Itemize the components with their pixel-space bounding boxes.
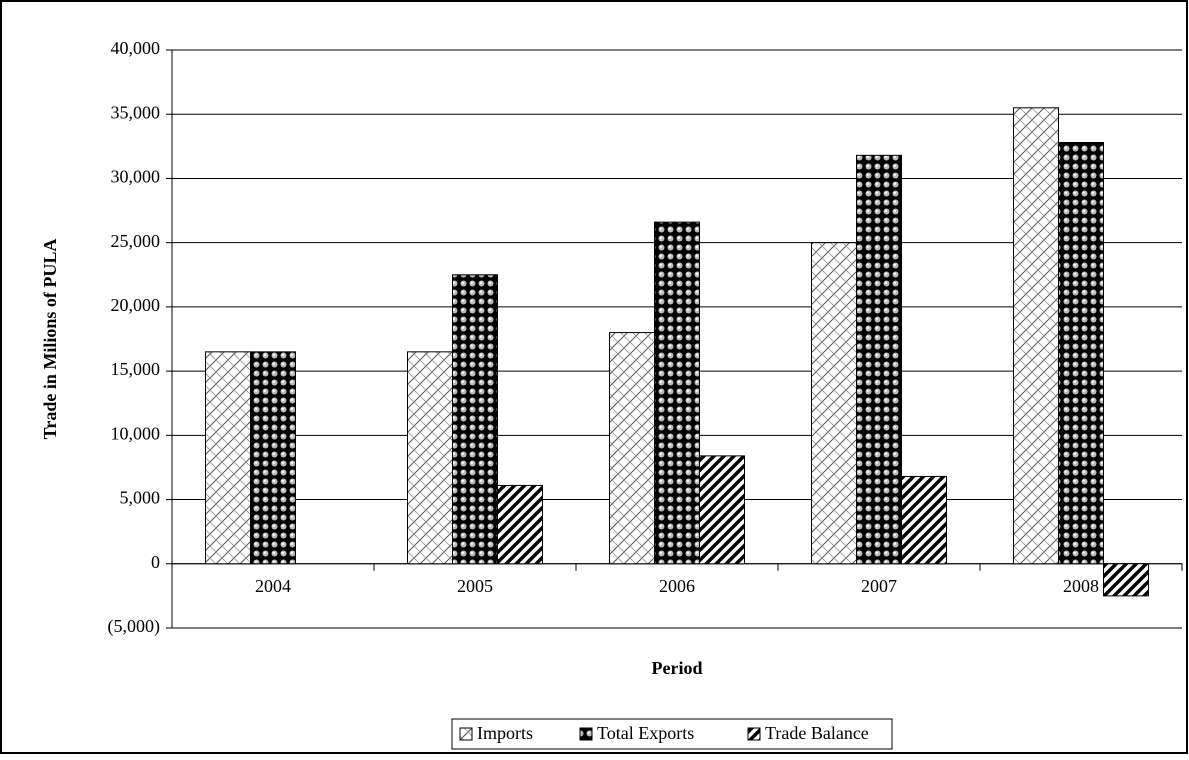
legend-swatch	[459, 727, 473, 741]
bar	[1013, 107, 1059, 565]
legend-box	[451, 718, 893, 750]
x-tick-label: 2005	[457, 576, 493, 596]
bar	[609, 332, 655, 565]
y-tick-label: 0	[151, 552, 160, 572]
bar	[811, 242, 857, 565]
bar	[497, 484, 543, 565]
x-axis-title: Period	[652, 658, 703, 678]
bar	[1103, 563, 1149, 597]
bar	[407, 351, 453, 565]
x-tick-label: 2004	[255, 576, 291, 596]
y-tick-label: 40,000	[111, 38, 161, 58]
bar	[856, 154, 902, 565]
y-tick-label: 5,000	[120, 488, 161, 508]
legend-label: Imports	[477, 723, 533, 743]
legend-label: Total Exports	[597, 723, 694, 743]
legend-swatch	[579, 727, 593, 741]
y-tick-label: (5,000)	[108, 616, 161, 637]
bar	[901, 475, 947, 565]
y-tick-label: 15,000	[111, 359, 161, 379]
legend-swatch	[747, 727, 761, 741]
y-tick-label: 30,000	[111, 167, 161, 187]
bar	[452, 274, 498, 565]
bar	[205, 351, 251, 565]
y-tick-label: 20,000	[111, 295, 161, 315]
x-tick-label: 2006	[659, 576, 695, 596]
bar	[250, 351, 296, 565]
bar	[654, 221, 700, 565]
x-tick-label: 2008	[1063, 576, 1099, 596]
bar	[699, 455, 745, 565]
bar	[1058, 141, 1104, 565]
y-tick-label: 25,000	[111, 231, 161, 251]
legend-label: Trade Balance	[765, 723, 869, 743]
y-axis-title: Trade in Milions of PULA	[40, 239, 60, 440]
y-tick-label: 10,000	[111, 423, 161, 443]
y-tick-label: 35,000	[111, 102, 161, 122]
x-tick-label: 2007	[861, 576, 897, 596]
